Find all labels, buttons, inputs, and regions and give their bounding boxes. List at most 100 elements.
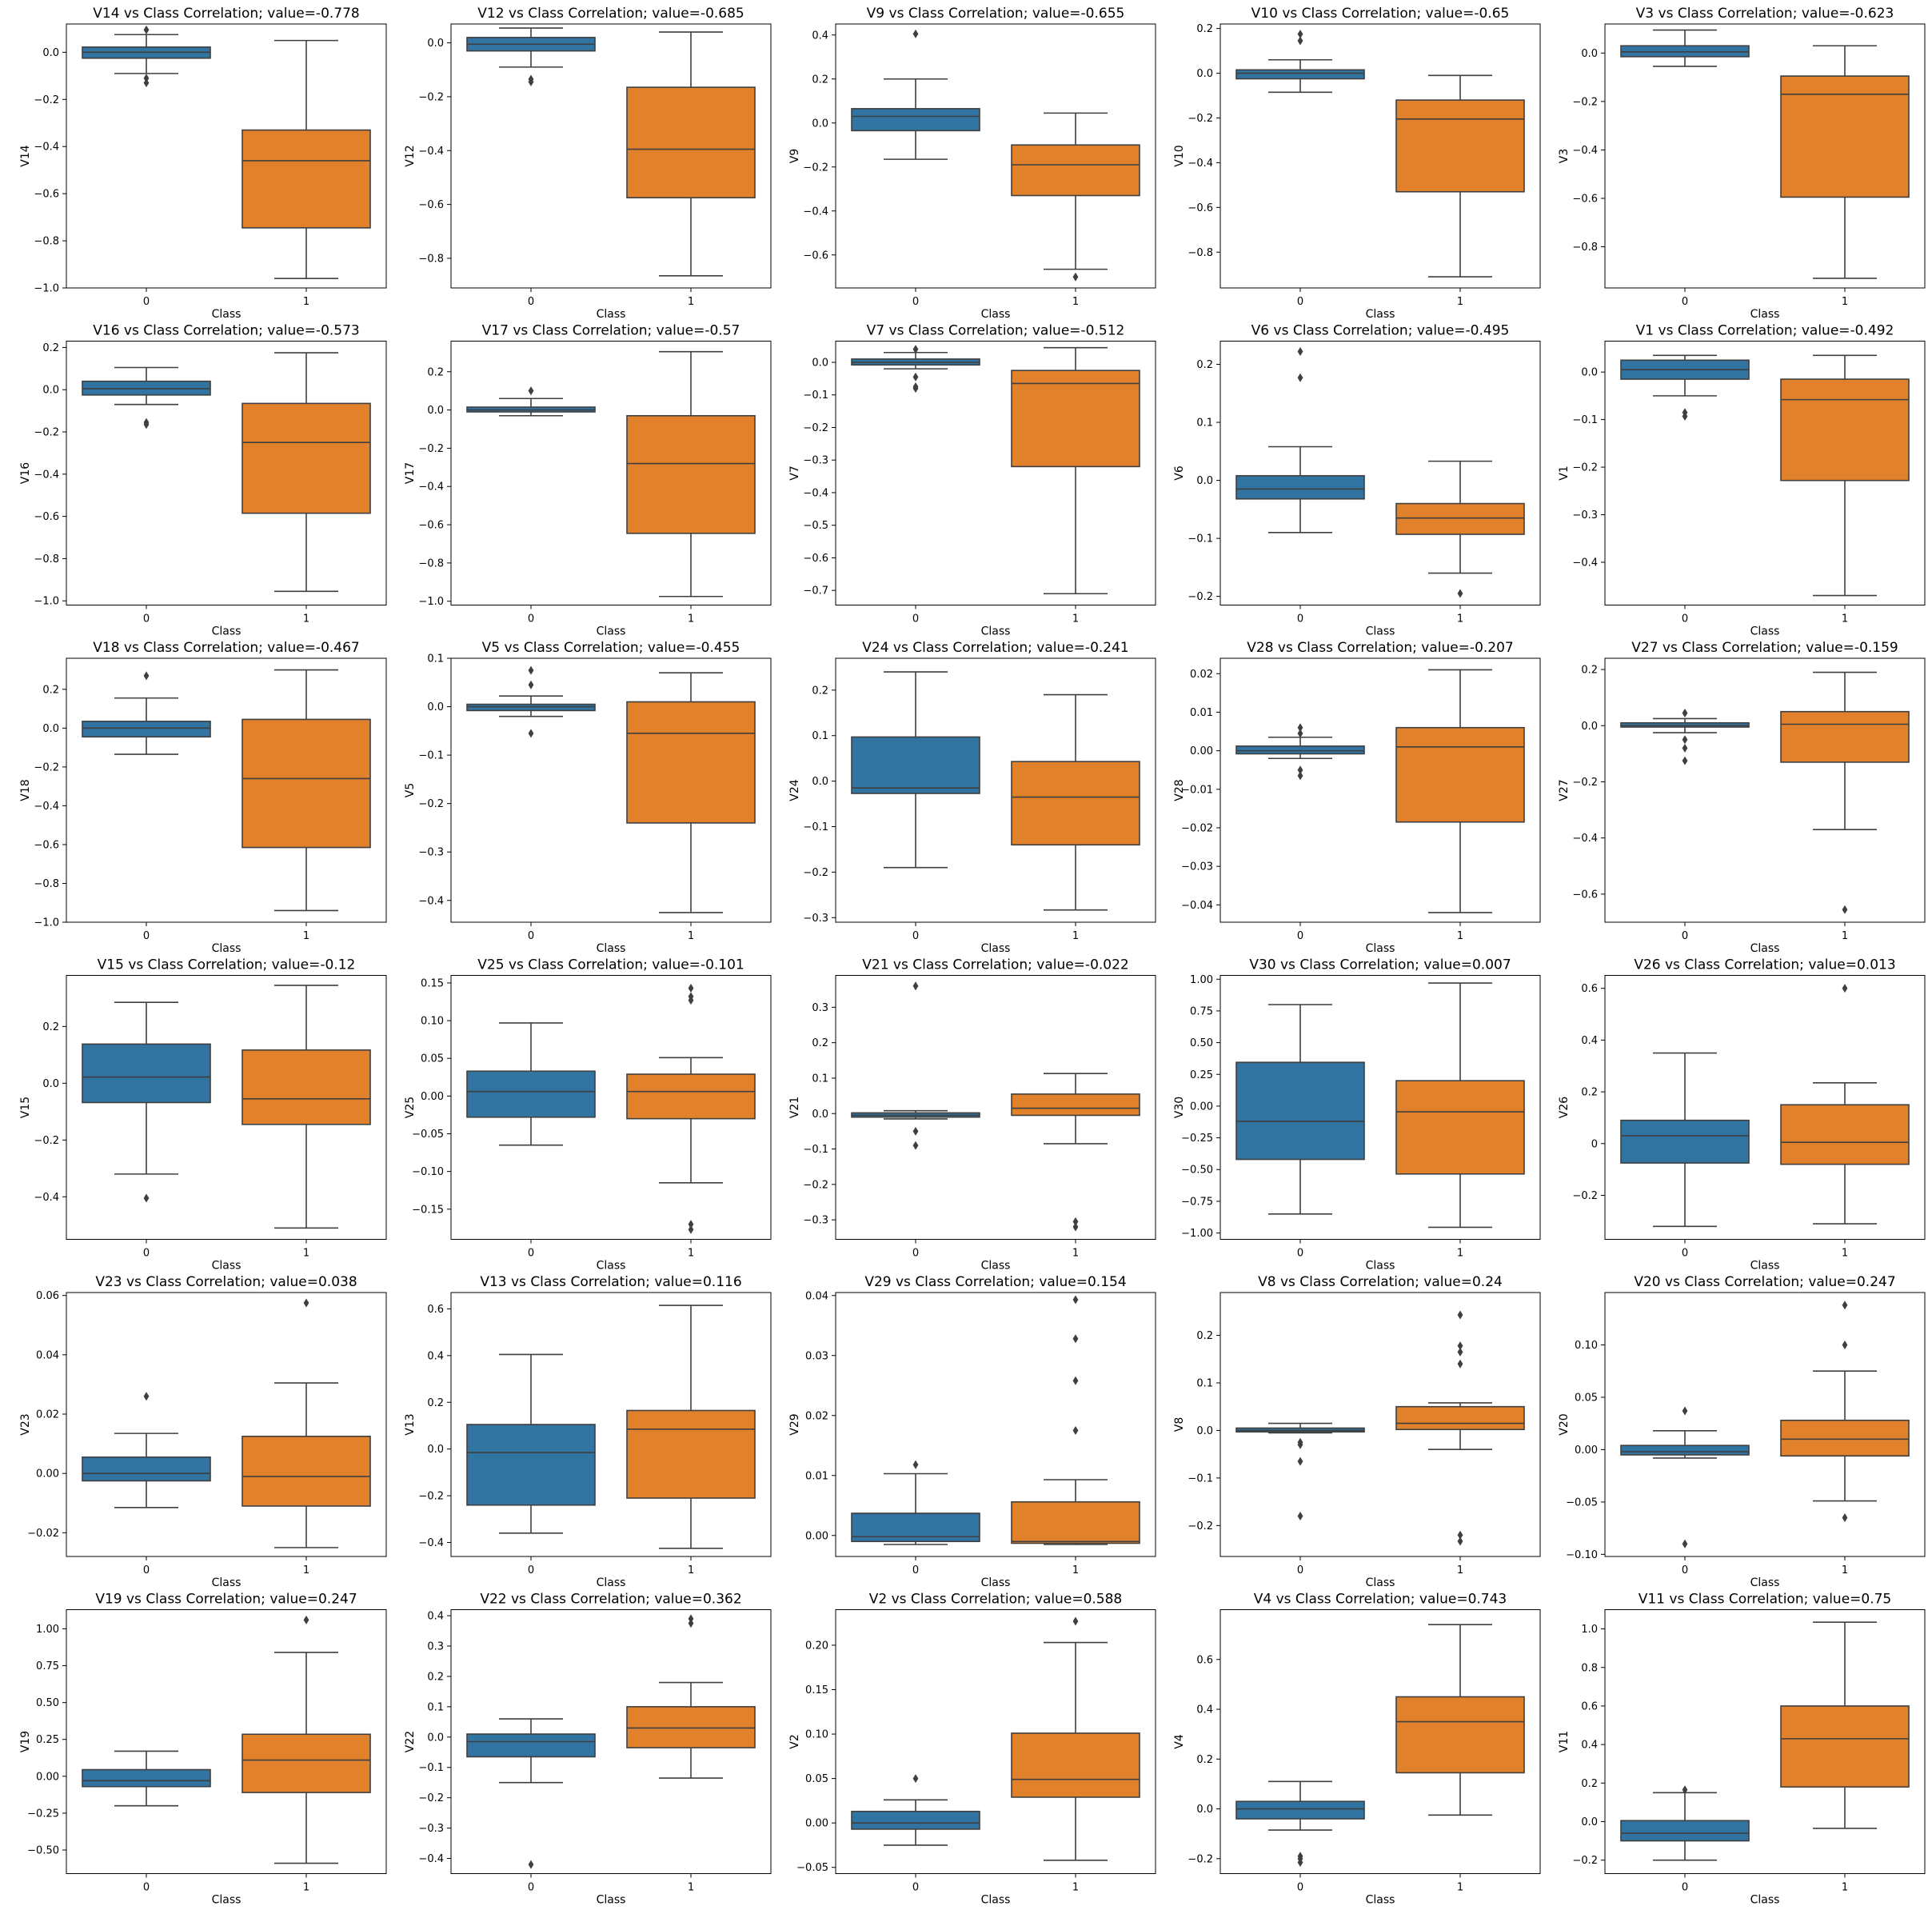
box-class-0 — [1235, 347, 1365, 533]
outlier-point — [912, 981, 919, 991]
y-tick-label: −0.6 — [418, 520, 444, 532]
outlier-point — [1842, 984, 1848, 993]
x-tick-label: 0 — [143, 296, 150, 308]
y-axis-label: V9 — [788, 149, 801, 163]
axes-frame — [1219, 23, 1541, 289]
y-tick-label: 0.00 — [805, 1818, 828, 1830]
y-tick-label: 0.2 — [427, 1671, 444, 1683]
y-tick-label: −1.00 — [1181, 1228, 1213, 1240]
y-axis-label: V26 — [1558, 1097, 1571, 1118]
x-tick-label: 0 — [912, 613, 919, 625]
y-tick-label: 0.02 — [36, 1409, 59, 1421]
boxplot-panel: V22 vs Class Correlation; value=0.362 0.4… — [404, 1592, 772, 1907]
box-iqr — [1395, 1405, 1525, 1431]
y-tick-label: −0.4 — [418, 481, 444, 493]
x-tick-label: 0 — [1297, 1882, 1303, 1894]
box-class-1 — [1395, 1310, 1525, 1546]
box-class-1 — [626, 672, 756, 913]
y-tick-label: −0.3 — [1572, 509, 1598, 521]
y-tick-label: −0.3 — [803, 913, 828, 925]
boxplot-panel: V25 vs Class Correlation; value=-0.101 0.… — [404, 957, 772, 1273]
y-tick-label: 0.05 — [805, 1773, 828, 1785]
y-tick-label: −0.6 — [1572, 889, 1598, 901]
outlier-point — [688, 1614, 694, 1624]
y-tick-label: −0.4 — [1572, 833, 1598, 845]
x-tick-label: 0 — [1682, 613, 1688, 625]
y-tick-label: 0.06 — [36, 1290, 59, 1302]
boxplot-panel: V2 vs Class Correlation; value=0.588 0.20… — [788, 1592, 1156, 1907]
boxplot-panel: V27 vs Class Correlation; value=-0.159 0.… — [1558, 640, 1926, 955]
y-tick-label: −0.1 — [1572, 414, 1598, 426]
y-tick-label: −0.10 — [1566, 1549, 1598, 1561]
x-tick-label: 1 — [688, 1248, 694, 1260]
box-iqr — [466, 1733, 596, 1758]
box-class-0 — [1620, 354, 1750, 421]
x-axis-label: Class — [1366, 308, 1395, 321]
y-tick-label: −0.1 — [418, 1762, 444, 1774]
box-iqr — [1011, 1093, 1140, 1117]
x-tick-label: 1 — [1842, 613, 1848, 625]
x-axis-label: Class — [1366, 1894, 1395, 1907]
x-tick-label: 1 — [688, 1564, 694, 1576]
y-tick-label: 0.00 — [1575, 1444, 1598, 1456]
y-tick-label: −0.50 — [27, 1845, 59, 1857]
y-tick-label: 0.00 — [805, 1530, 828, 1542]
outlier-point — [143, 74, 150, 83]
y-tick-label: −0.6 — [34, 511, 59, 523]
y-tick-label: 0.1 — [812, 730, 828, 742]
y-axis-label: V24 — [788, 779, 801, 801]
box-class-0 — [82, 25, 211, 88]
x-tick-label: 1 — [1072, 1248, 1079, 1260]
x-axis-label: Class — [1366, 1260, 1395, 1273]
box-class-1 — [242, 352, 371, 593]
y-tick-label: −0.50 — [1181, 1165, 1213, 1177]
y-tick-label: 1.0 — [1581, 1624, 1598, 1636]
box-iqr — [1235, 474, 1365, 500]
y-tick-label: −0.03 — [1181, 861, 1213, 873]
x-tick-label: 0 — [528, 1248, 534, 1260]
y-tick-label: −0.1 — [803, 1144, 828, 1156]
y-tick-label: −1.0 — [34, 596, 59, 608]
outlier-point — [1297, 36, 1303, 46]
panel-title: V3 vs Class Correlation; value=-0.623 — [1636, 6, 1894, 22]
y-axis-label: V7 — [788, 466, 801, 480]
axes-frame — [450, 657, 772, 923]
y-tick-label: 0.2 — [812, 1037, 828, 1049]
box-iqr — [1235, 1800, 1365, 1820]
y-tick-label: 0.2 — [1581, 665, 1598, 677]
box-class-1 — [1780, 671, 1910, 914]
boxplot-panel: V4 vs Class Correlation; value=0.743 0.6 0… — [1173, 1592, 1541, 1907]
x-tick-label: 0 — [1682, 1564, 1688, 1576]
x-axis-label: Class — [1366, 625, 1395, 638]
box-class-0 — [851, 29, 980, 160]
y-tick-label: −0.02 — [27, 1528, 59, 1540]
y-tick-label: 0.2 — [42, 684, 59, 696]
y-tick-label: −0.2 — [418, 1491, 444, 1503]
boxplot-panel: V23 vs Class Correlation; value=0.038 0.0… — [19, 1274, 387, 1589]
axes-frame — [835, 975, 1156, 1240]
box-iqr — [1011, 370, 1140, 468]
box-iqr — [1780, 378, 1910, 481]
y-tick-label: −0.2 — [1572, 462, 1598, 474]
y-tick-label: 0.00 — [421, 1091, 444, 1103]
panel-title: V24 vs Class Correlation; value=-0.241 — [862, 640, 1128, 656]
outlier-point — [1297, 771, 1303, 781]
axes-frame — [1604, 23, 1926, 289]
y-tick-label: −0.05 — [412, 1129, 444, 1141]
outlier-point — [143, 1193, 150, 1203]
outlier-point — [1682, 756, 1688, 765]
y-tick-label: −0.6 — [803, 553, 828, 565]
outlier-point — [1457, 1359, 1463, 1369]
outlier-point — [912, 372, 919, 382]
y-tick-label: 0.0 — [1581, 48, 1598, 60]
box-class-1 — [1395, 460, 1525, 598]
y-tick-label: 0.2 — [427, 366, 444, 378]
x-axis-label: Class — [1750, 1894, 1780, 1907]
y-axis-label: V23 — [19, 1413, 32, 1435]
x-tick-label: 1 — [1842, 296, 1848, 308]
outlier-point — [688, 1225, 694, 1234]
y-tick-label: −0.15 — [412, 1204, 444, 1216]
panel-title: V27 vs Class Correlation; value=-0.159 — [1631, 640, 1898, 656]
outlier-point — [912, 345, 919, 354]
y-tick-label: 0.4 — [1581, 1740, 1598, 1752]
